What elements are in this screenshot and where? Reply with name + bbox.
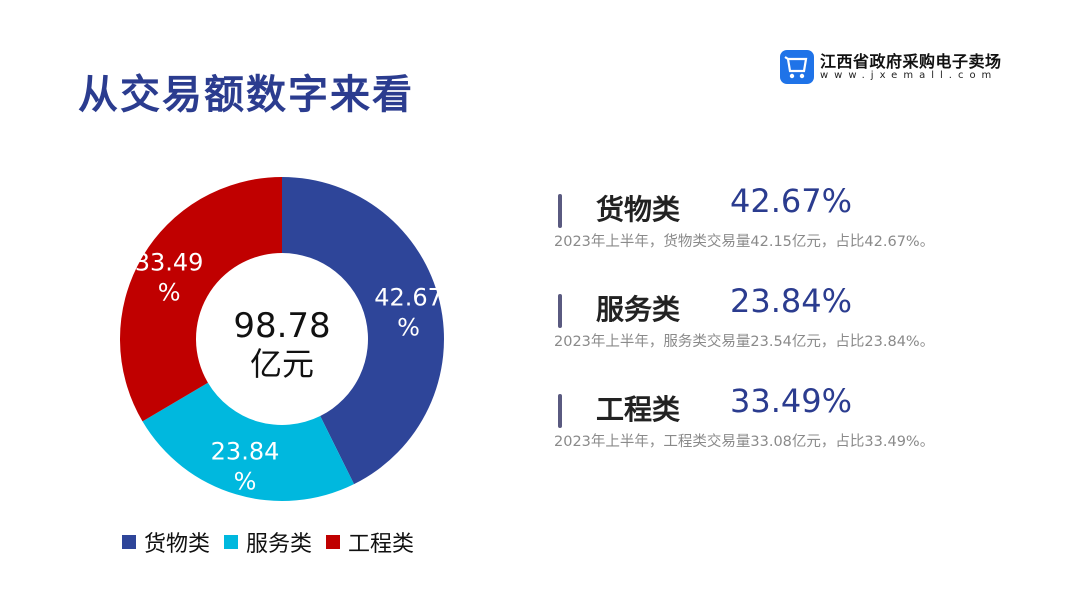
legend-label: 服务类 (246, 532, 313, 557)
detail-name: 货物类 (596, 193, 681, 226)
legend-item-services: 服务类 (224, 526, 312, 558)
legend-swatch (326, 535, 341, 549)
accent-bar (558, 294, 562, 328)
brand-name: 江西省政府采购电子卖场 (820, 52, 1002, 71)
donut-slice-1 (142, 382, 355, 501)
legend-swatch (122, 535, 136, 549)
accent-bar (558, 194, 562, 228)
brand-logo-icon (780, 50, 814, 84)
accent-bar (558, 394, 562, 428)
donut-slice-0 (282, 177, 445, 485)
legend-swatch (224, 535, 239, 549)
brand: 江西省政府采购电子卖场 www.jxemall.com (780, 46, 1040, 90)
legend-item-goods: 货物类 (122, 526, 210, 558)
detail-name: 工程类 (596, 393, 681, 426)
detail-description: 2023年上半年，工程类交易量33.08亿元，占比33.49%。 (554, 434, 935, 450)
page-title: 从交易额数字来看 (78, 72, 414, 118)
slice-label-1: 23.84% (211, 438, 280, 496)
detail-percent: 42.67% (730, 182, 853, 220)
chart-legend: 货物类 服务类 工程类 (122, 526, 428, 558)
legend-label: 货物类 (144, 532, 211, 557)
legend-item-engineering: 工程类 (326, 526, 414, 558)
detail-name: 服务类 (596, 293, 681, 326)
center-value: 98.78 (233, 306, 330, 346)
slice-label-0: 42.67% (374, 283, 443, 341)
slice-label-2: 33.49% (135, 249, 204, 307)
detail-percent: 23.84% (730, 282, 853, 320)
detail-description: 2023年上半年，货物类交易量42.15亿元，占比42.67%。 (554, 234, 935, 250)
legend-label: 工程类 (348, 532, 415, 557)
center-unit: 亿元 (250, 345, 314, 383)
donut-slice-2 (120, 177, 282, 422)
detail-percent: 33.49% (730, 382, 853, 420)
detail-description: 2023年上半年，服务类交易量23.54亿元，占比23.84%。 (554, 334, 935, 350)
brand-url: www.jxemall.com (820, 70, 998, 81)
